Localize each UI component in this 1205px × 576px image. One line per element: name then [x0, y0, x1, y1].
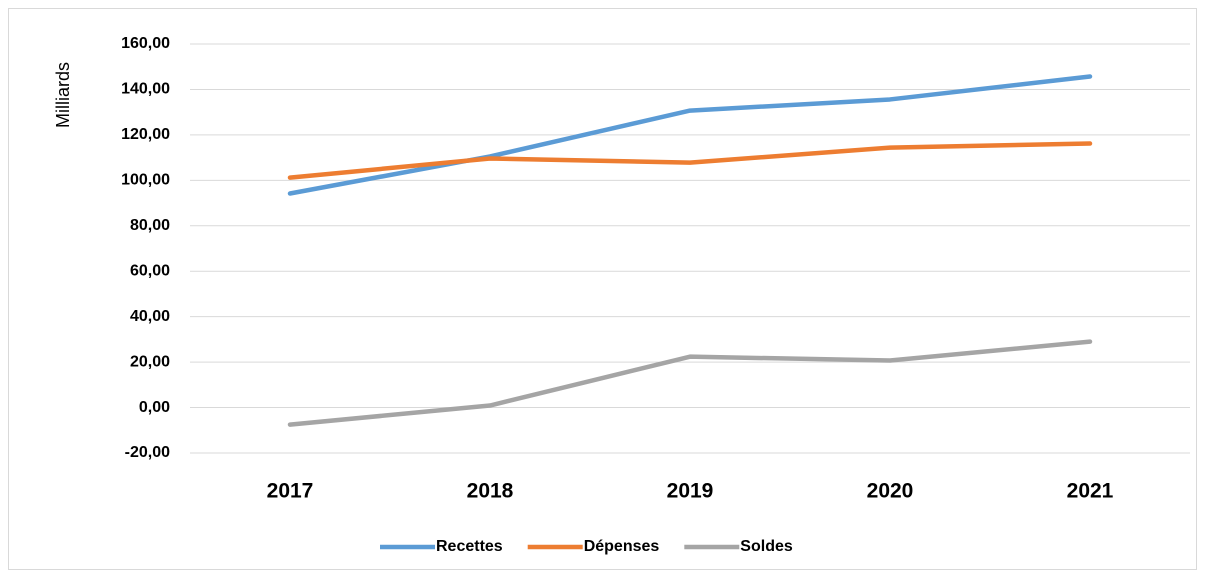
y-tick-label: 60,00 [130, 262, 170, 279]
legend-label: Soldes [740, 538, 793, 555]
y-tick-label: 0,00 [139, 399, 170, 416]
y-tick-label: 80,00 [130, 217, 170, 234]
legend-label: Dépenses [584, 538, 660, 555]
x-tick-label: 2018 [467, 480, 514, 503]
legend-label: Recettes [436, 538, 503, 555]
y-tick-label: 40,00 [130, 308, 170, 325]
y-axis-label: Milliards [53, 62, 73, 128]
series-line [287, 141, 1093, 180]
x-tick-label: 2017 [267, 480, 314, 503]
chart-border [8, 8, 1197, 570]
y-tick-label: 160,00 [121, 35, 170, 52]
series-line [287, 339, 1093, 427]
x-tick-label: 2021 [1067, 480, 1114, 503]
y-tick-label: -20,00 [125, 444, 170, 461]
series-line [287, 74, 1093, 196]
y-tick-label: 100,00 [121, 172, 170, 189]
y-tick-label: 120,00 [121, 126, 170, 143]
y-tick-label: 20,00 [130, 353, 170, 370]
y-tick-label: 140,00 [121, 81, 170, 98]
x-tick-label: 2019 [667, 480, 714, 503]
x-tick-label: 2020 [867, 480, 914, 503]
